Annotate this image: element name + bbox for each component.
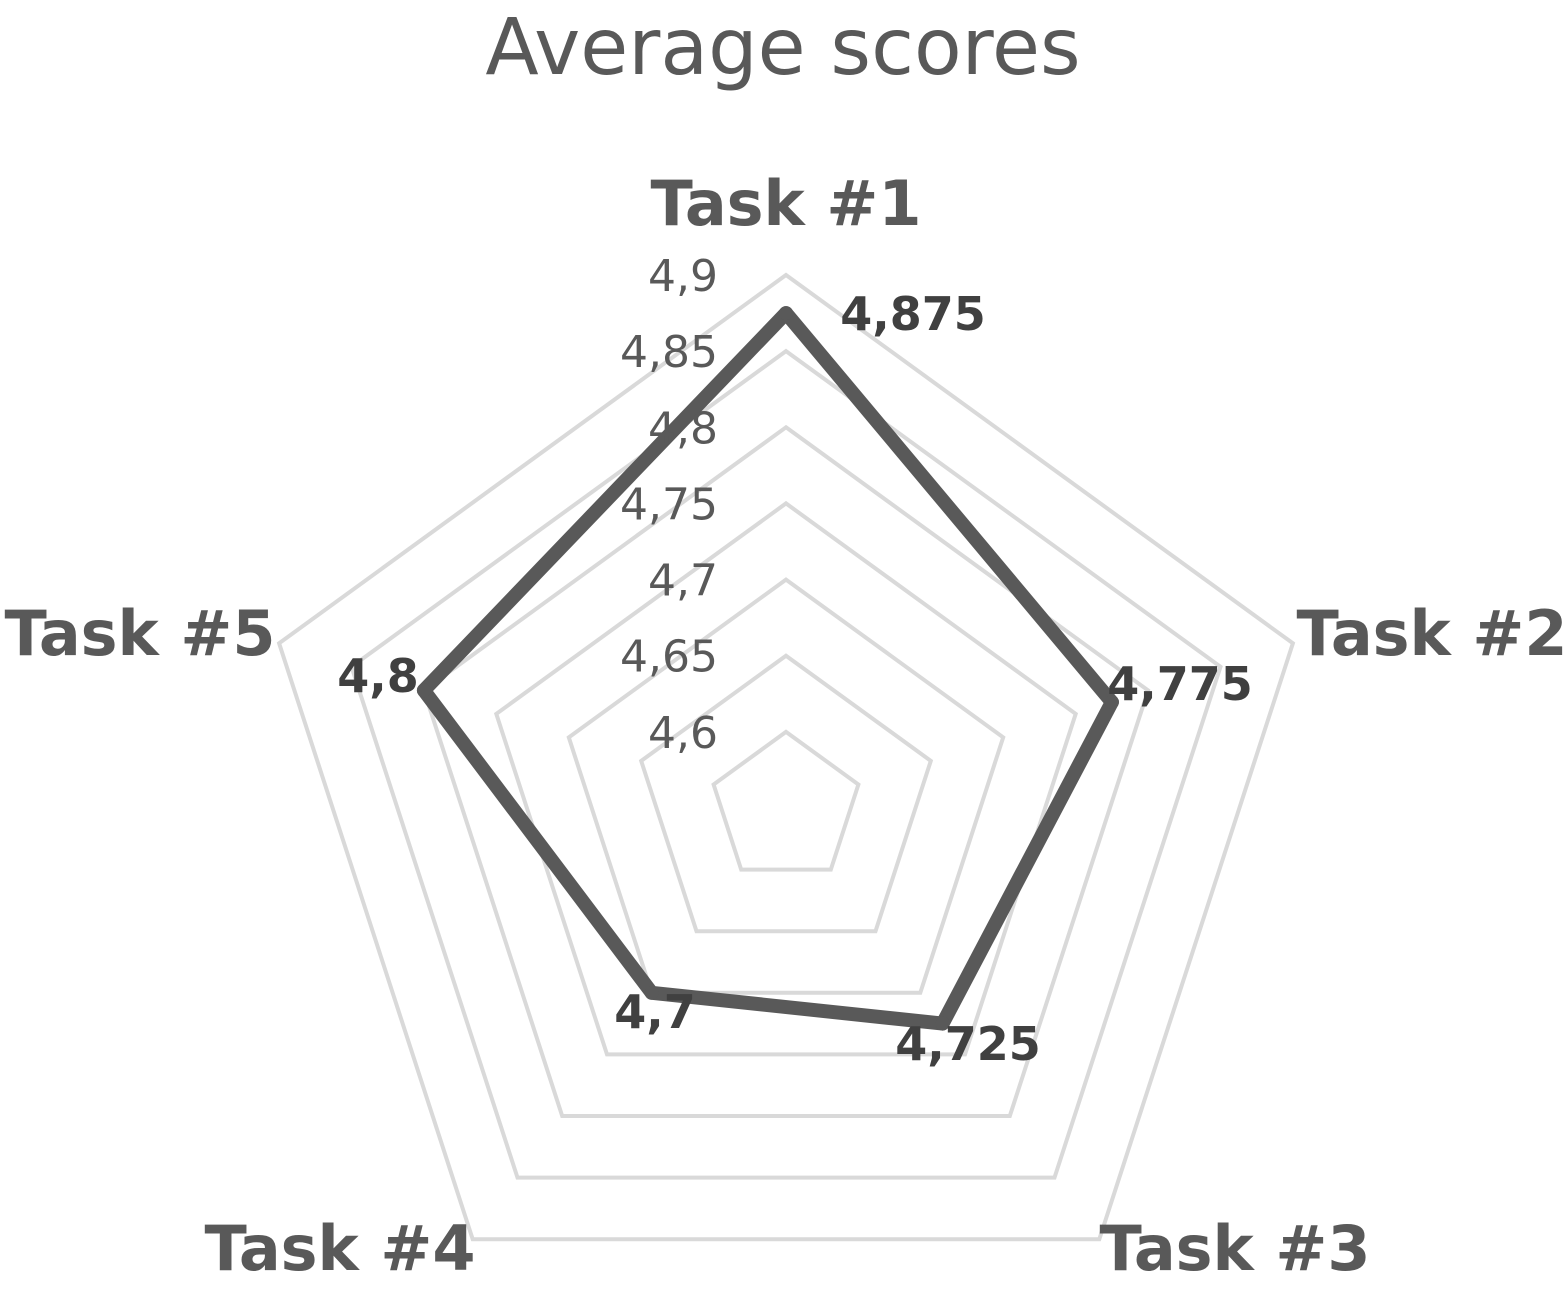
data-label-4: 4,7 [614,985,696,1039]
series-point-1 [779,306,793,321]
category-label-2: Task #2 [1297,597,1566,670]
data-label-1: 4,875 [840,287,986,341]
tick-label-3: 4,75 [620,479,718,530]
category-label-5: Task #5 [5,597,276,670]
category-label-1: Task #1 [651,167,922,240]
tick-label-4: 4,8 [648,403,718,454]
category-labels: Task #1 Task #2 Task #3 Task #4 Task #5 [5,167,1566,1285]
data-label-2: 4,775 [1107,657,1253,711]
series-point-5 [416,683,431,698]
tick-label-1: 4,65 [620,632,718,683]
grid-ring-6 [276,272,1296,1242]
tick-label-2: 4,7 [648,556,718,607]
series-line [416,306,1119,1031]
grid-ring-3 [493,500,1079,1057]
series-point-3 [935,1016,950,1031]
tick-label-6: 4,9 [648,251,718,302]
grid-ring-1 [638,653,934,934]
tick-label-5: 4,85 [620,327,718,378]
series-layer [416,306,1119,1031]
grid-ring-5 [349,348,1223,1180]
chart-title: Average scores [485,3,1081,93]
grid-ring-4 [421,424,1151,1118]
data-label-3: 4,725 [895,1017,1041,1071]
category-label-3: Task #3 [1100,1212,1371,1285]
series-point-4 [644,985,659,1000]
data-labels: 4,875 4,775 4,725 4,7 4,8 [337,287,1253,1071]
data-label-5: 4,8 [337,649,419,703]
category-label-4: Task #4 [205,1212,476,1285]
grid-ring-2 [566,577,1006,995]
grid-ring-0 [711,729,861,872]
tick-label-0: 4,6 [648,708,718,759]
tick-labels: 4,6 4,65 4,7 4,75 4,8 4,85 4,9 [620,251,718,759]
series-point-2 [1104,695,1119,710]
grid-layer [276,272,1296,1242]
